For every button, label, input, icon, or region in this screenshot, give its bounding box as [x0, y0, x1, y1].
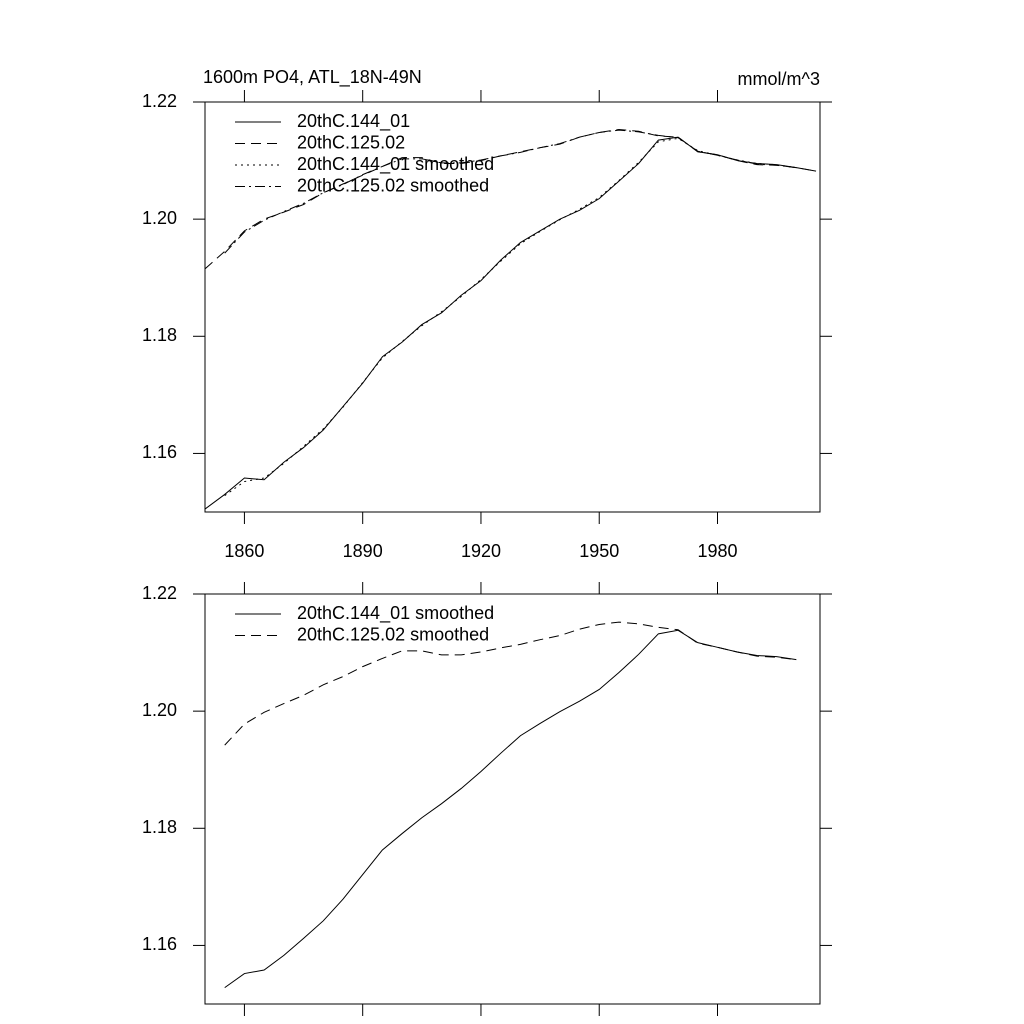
legend-label: 20thC.125.02 smoothed — [297, 624, 489, 644]
legend-label: 20thC.125.02 smoothed — [297, 175, 489, 195]
legend-label: 20thC.125.02 — [297, 132, 405, 152]
plot-frame — [204, 101, 821, 513]
chart-title: 1600m PO4, ATL_18N-49N — [203, 67, 422, 88]
y-tick-label: 1.18 — [142, 817, 177, 837]
y-tick-label: 1.18 — [142, 325, 177, 345]
x-tick-label: 1920 — [461, 541, 501, 561]
legend-label: 20thC.144_01 — [297, 111, 410, 132]
y-tick-label: 1.20 — [142, 208, 177, 228]
units-label: mmol/m^3 — [738, 69, 820, 89]
x-tick-label: 1980 — [697, 541, 737, 561]
series-line — [224, 629, 797, 989]
series-line — [224, 621, 797, 746]
x-tick-label: 1860 — [224, 541, 264, 561]
y-tick-label: 1.20 — [142, 700, 177, 720]
series-line — [224, 137, 797, 497]
plot-frame — [204, 593, 821, 1005]
y-tick-label: 1.16 — [142, 442, 177, 462]
legend-label: 20thC.144_01 smoothed — [297, 603, 494, 624]
x-tick-label: 1890 — [343, 541, 383, 561]
x-tick-label: 1950 — [579, 541, 619, 561]
y-tick-label: 1.22 — [142, 583, 177, 603]
y-tick-label: 1.16 — [142, 934, 177, 954]
y-tick-label: 1.22 — [142, 91, 177, 111]
legend-label: 20thC.144_01 smoothed — [297, 154, 494, 175]
